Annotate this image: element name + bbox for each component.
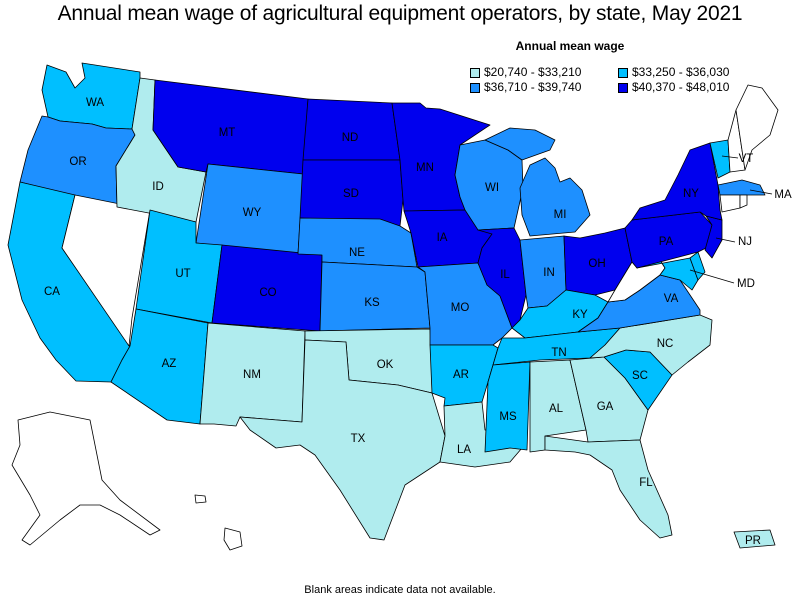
state-hi-islands[interactable] <box>194 494 207 504</box>
state-label-mn: MN <box>416 162 434 174</box>
state-label-ia: IA <box>437 232 448 244</box>
footnote: Blank areas indicate data not available. <box>304 584 496 596</box>
legend-title: Annual mean wage <box>515 39 625 53</box>
state-sd[interactable] <box>299 159 404 227</box>
legend-swatch-tier4 <box>618 83 628 93</box>
state-label-sc: SC <box>632 370 648 382</box>
legend-label-tier3: $36,710 - $39,740 <box>484 80 582 94</box>
state-pr[interactable] <box>733 529 776 549</box>
legend-swatch-tier1 <box>470 68 480 78</box>
state-label-al: AL <box>549 403 564 415</box>
state-label-tx: TX <box>351 433 366 445</box>
state-label-md: MD <box>737 278 755 290</box>
state-label-pa: PA <box>659 236 674 248</box>
legend-item-tier1: $20,740 - $33,210 <box>470 66 581 79</box>
state-nc[interactable] <box>589 314 713 376</box>
state-label-va: VA <box>664 293 679 305</box>
state-label-il: IL <box>500 269 510 281</box>
state-tx[interactable] <box>239 339 446 541</box>
state-ct[interactable] <box>719 194 741 213</box>
state-label-oh: OH <box>588 258 605 270</box>
state-ny[interactable] <box>631 142 723 221</box>
state-label-pr: PR <box>745 535 761 547</box>
legend-label-tier4: $40,370 - $48,010 <box>632 80 730 94</box>
state-label-co: CO <box>259 287 276 299</box>
state-label-ga: GA <box>597 401 614 413</box>
state-label-nj: NJ <box>738 236 752 248</box>
legend-label-tier1: $20,740 - $33,210 <box>484 65 582 79</box>
state-label-la: LA <box>457 444 471 456</box>
state-label-ma: MA <box>774 189 792 201</box>
legend-swatch-tier3 <box>470 83 480 93</box>
state-label-vt: VT <box>739 153 754 165</box>
state-label-wi: WI <box>485 182 499 194</box>
leader-line-vt <box>721 155 739 159</box>
state-me[interactable] <box>735 84 779 171</box>
state-label-ca: CA <box>44 286 60 298</box>
state-label-ms: MS <box>499 411 517 423</box>
state-label-mo: MO <box>451 302 470 314</box>
state-label-ny: NY <box>683 188 699 200</box>
state-label-ut: UT <box>175 268 190 280</box>
state-label-ky: KY <box>572 309 588 321</box>
legend-item-tier4: $40,370 - $48,010 <box>618 81 729 94</box>
state-wa[interactable] <box>41 62 141 130</box>
leader-line-ma <box>749 189 773 195</box>
state-label-mt: MT <box>219 127 236 139</box>
state-ma[interactable] <box>717 179 766 196</box>
state-labels: WA OR CA ID MT WY UT AZ CO NM ND SD NE K… <box>44 97 792 547</box>
state-label-id: ID <box>152 181 164 193</box>
legend-item-tier3: $36,710 - $39,740 <box>470 81 581 94</box>
state-ak[interactable] <box>11 411 161 546</box>
state-label-nm: NM <box>243 369 261 381</box>
state-label-wa: WA <box>86 97 104 109</box>
state-label-sd: SD <box>343 188 359 200</box>
legend-item-tier2: $33,250 - $36,030 <box>618 66 729 79</box>
legend-label-tier2: $33,250 - $36,030 <box>632 65 730 79</box>
state-nd[interactable] <box>302 98 401 161</box>
state-label-ar: AR <box>453 369 469 381</box>
state-il[interactable] <box>477 227 527 329</box>
state-label-ks: KS <box>364 297 380 309</box>
leader-line-md <box>689 269 735 284</box>
state-label-mi: MI <box>554 209 567 221</box>
state-label-wy: WY <box>243 207 262 219</box>
state-mi[interactable] <box>519 157 591 237</box>
state-ri[interactable] <box>739 194 748 209</box>
state-la[interactable] <box>439 401 523 468</box>
state-hi[interactable] <box>223 527 243 551</box>
legend-swatch-tier2 <box>618 68 628 78</box>
leader-line-nj <box>715 237 736 243</box>
state-label-or: OR <box>69 156 86 168</box>
state-label-ok: OK <box>377 359 394 371</box>
state-ms[interactable] <box>484 361 531 453</box>
state-mi-upper[interactable] <box>484 127 556 161</box>
label-leader-lines <box>689 155 773 284</box>
state-label-fl: FL <box>639 477 653 489</box>
state-label-nd: ND <box>342 132 359 144</box>
state-label-in: IN <box>543 267 555 279</box>
state-label-tn: TN <box>551 347 566 359</box>
state-fl[interactable] <box>544 435 673 539</box>
state-label-az: AZ <box>162 358 177 370</box>
map-title: Annual mean wage of agricultural equipme… <box>57 2 743 25</box>
state-label-nc: NC <box>657 338 674 350</box>
state-label-ne: NE <box>349 247 365 259</box>
